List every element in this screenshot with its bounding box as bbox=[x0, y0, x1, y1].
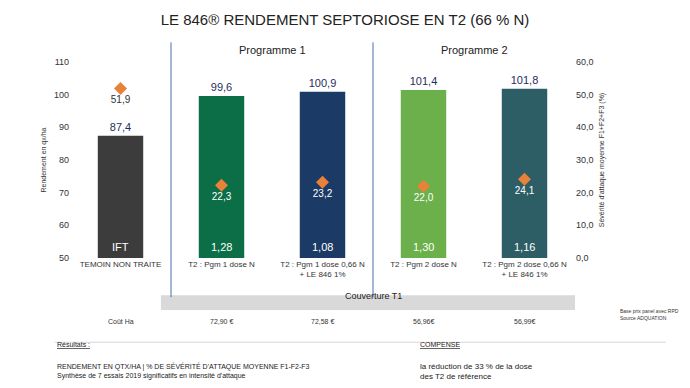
svg-text:99,6: 99,6 bbox=[211, 81, 232, 93]
svg-text:Base prix panel avec RPDSource: Base prix panel avec RPDSource ADQUATION bbox=[620, 308, 679, 321]
svg-text:Programme 2: Programme 2 bbox=[441, 44, 508, 56]
svg-text:72,58 €: 72,58 € bbox=[311, 318, 334, 325]
svg-text:60: 60 bbox=[59, 220, 69, 230]
svg-text:50,0: 50,0 bbox=[576, 90, 594, 100]
svg-text:IFT: IFT bbox=[112, 241, 129, 253]
svg-text:1,28: 1,28 bbox=[211, 241, 232, 253]
svg-text:22,0: 22,0 bbox=[414, 192, 434, 203]
svg-text:90: 90 bbox=[59, 122, 69, 132]
svg-text:50: 50 bbox=[59, 253, 69, 263]
svg-text:30,0: 30,0 bbox=[576, 155, 594, 165]
svg-text:RENDEMENT EN QTX/HA | % DE SÉV: RENDEMENT EN QTX/HA | % DE SÉVÉRITÉ D'AT… bbox=[57, 362, 310, 380]
svg-text:60,0: 60,0 bbox=[576, 57, 594, 67]
svg-text:51,9: 51,9 bbox=[111, 94, 131, 105]
svg-text:Coût Ha: Coût Ha bbox=[108, 318, 134, 325]
svg-text:1,30: 1,30 bbox=[413, 241, 434, 253]
svg-text:0,0: 0,0 bbox=[576, 253, 589, 263]
svg-text:87,4: 87,4 bbox=[110, 121, 131, 133]
svg-text:72,90 €: 72,90 € bbox=[210, 318, 233, 325]
svg-text:23,2: 23,2 bbox=[313, 188, 333, 199]
svg-text:22,3: 22,3 bbox=[212, 191, 232, 202]
svg-text:110: 110 bbox=[55, 57, 69, 67]
svg-text:T2 : Pgm 1 dose N: T2 : Pgm 1 dose N bbox=[188, 260, 255, 269]
svg-text:10,0: 10,0 bbox=[576, 220, 594, 230]
svg-text:la réduction de 33 % de la dos: la réduction de 33 % de la dosedes T2 de… bbox=[420, 362, 533, 381]
svg-text:T2 : Pgm 2 dose N: T2 : Pgm 2 dose N bbox=[390, 260, 457, 269]
svg-text:56,99€: 56,99€ bbox=[514, 318, 536, 325]
svg-text:Couverture T1: Couverture T1 bbox=[345, 291, 402, 301]
svg-text:T2 : Pgm 1 dose 0,66 N+ LE 846: T2 : Pgm 1 dose 0,66 N+ LE 846 1% bbox=[280, 260, 365, 279]
svg-text:56,96€: 56,96€ bbox=[413, 318, 435, 325]
svg-text:1,08: 1,08 bbox=[312, 241, 333, 253]
svg-text:100: 100 bbox=[54, 90, 69, 100]
svg-text:TEMOIN NON TRAITE: TEMOIN NON TRAITE bbox=[80, 260, 162, 269]
svg-text:70: 70 bbox=[59, 188, 69, 198]
svg-text:Résultats :: Résultats : bbox=[57, 341, 90, 348]
svg-text:COMPENSE: COMPENSE bbox=[420, 341, 460, 348]
svg-text:T2 : Pgm 2 dose 0,66 N+ LE 846: T2 : Pgm 2 dose 0,66 N+ LE 846 1% bbox=[482, 260, 567, 279]
svg-text:101,8: 101,8 bbox=[511, 74, 539, 86]
svg-text:20,0: 20,0 bbox=[576, 188, 594, 198]
svg-text:101,4: 101,4 bbox=[410, 75, 438, 87]
svg-text:40,0: 40,0 bbox=[576, 122, 594, 132]
svg-text:Programme 1: Programme 1 bbox=[239, 44, 306, 56]
svg-text:Rendement en qx/ha: Rendement en qx/ha bbox=[40, 127, 48, 192]
svg-text:LE 846® RENDEMENT SEPTORIOSE E: LE 846® RENDEMENT SEPTORIOSE EN T2 (66 %… bbox=[161, 11, 530, 28]
svg-text:100,9: 100,9 bbox=[309, 77, 337, 89]
svg-text:24,1: 24,1 bbox=[515, 185, 535, 196]
svg-text:80: 80 bbox=[59, 155, 69, 165]
svg-text:Sévérité d'attaque moyenne F1+: Sévérité d'attaque moyenne F1+F2+F3 (%) bbox=[598, 93, 606, 227]
svg-text:1,16: 1,16 bbox=[514, 241, 535, 253]
